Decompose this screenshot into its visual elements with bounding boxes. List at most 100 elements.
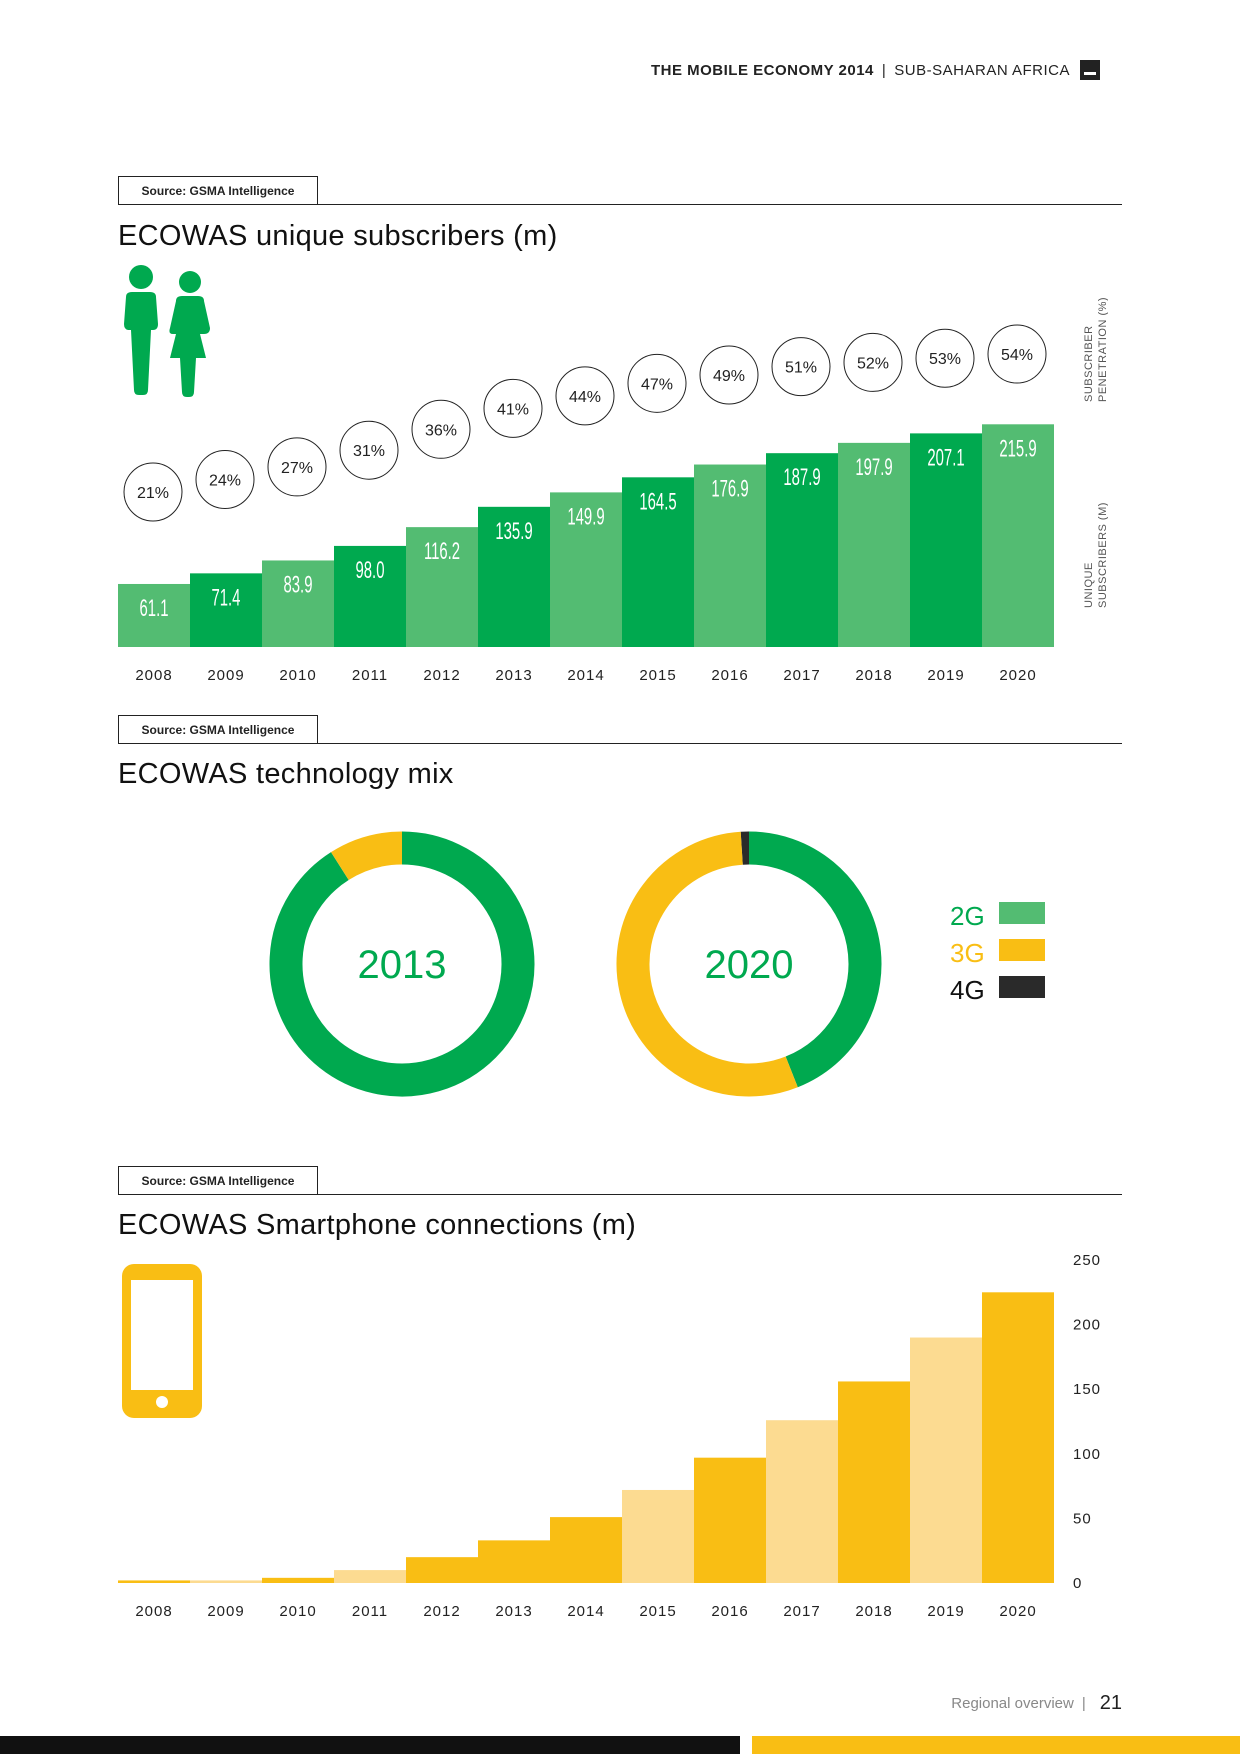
subscriber-bar-2010 [262, 560, 334, 647]
year-tick-label: 2016 [711, 667, 748, 684]
legend-swatch-2G [999, 902, 1045, 924]
year-tick-label: 2013 [495, 667, 532, 684]
gsma-logo-icon [1080, 60, 1100, 80]
y-tick-label: 50 [1073, 1510, 1092, 1527]
subscriber-bar-2018 [838, 442, 910, 647]
header-separator: | [881, 61, 887, 79]
year-tick-label: 2010 [279, 1603, 316, 1620]
subscriber-value-label: 176.9 [711, 476, 748, 502]
penetration-bubble-2008 [123, 462, 183, 522]
subscriber-value-label: 215.9 [999, 436, 1036, 462]
subscriber-value-label: 149.9 [567, 504, 604, 530]
source-label-3: Source: GSMA Intelligence [118, 1166, 318, 1194]
legend-label-2G: 2G [950, 901, 985, 931]
year-tick-label: 2017 [783, 1603, 820, 1620]
penetration-bubble-2011 [339, 420, 399, 480]
penetration-axis-label-line1: SUBSCRIBER [1083, 325, 1095, 402]
penetration-axis-label: SUBSCRIBER PENETRATION (%) [1058, 262, 1109, 412]
legend-label-4G: 4G [950, 975, 985, 1005]
smartphone-bar-2017 [766, 1420, 838, 1583]
subscriber-bar-2016 [694, 464, 766, 647]
penetration-bubble-2013 [483, 378, 543, 438]
year-tick-label: 2020 [999, 1603, 1036, 1620]
subscriber-value-label: 164.5 [639, 489, 676, 515]
penetration-value-label: 51% [785, 360, 817, 377]
penetration-value-label: 47% [641, 376, 673, 393]
penetration-value-label: 21% [137, 485, 169, 502]
penetration-bubble-2012 [411, 399, 471, 459]
smartphone-chart-title: ECOWAS Smartphone connections (m) [118, 1209, 637, 1241]
subscribers-axis-label-line2: SUBSCRIBERS (M) [1097, 502, 1108, 608]
smartphone-bar-2011 [334, 1570, 406, 1583]
penetration-bubble-2020 [987, 324, 1047, 384]
y-tick-label: 150 [1073, 1381, 1101, 1398]
year-tick-label: 2011 [352, 667, 388, 684]
year-tick-label: 2014 [567, 667, 604, 684]
penetration-value-label: 53% [929, 351, 961, 368]
section-rule-2 [118, 743, 1122, 744]
subscriber-bar-2009 [190, 573, 262, 647]
footer-bar-yellow [752, 1736, 1240, 1754]
subscriber-value-label: 135.9 [495, 518, 532, 544]
subscriber-value-label: 197.9 [855, 454, 892, 480]
year-tick-label: 2008 [135, 1603, 172, 1620]
donut-slice-2020-2G [748, 831, 882, 1088]
year-tick-label: 2016 [711, 1603, 748, 1620]
penetration-bubble-2017 [771, 337, 831, 397]
legend-label-3G: 3G [950, 938, 985, 968]
report-title: THE MOBILE ECONOMY 2014 [650, 61, 874, 79]
subscriber-bar-2020 [982, 424, 1054, 647]
year-tick-label: 2014 [567, 1603, 604, 1620]
subscriber-value-label: 71.4 [212, 585, 241, 611]
penetration-bubble-2015 [627, 353, 687, 413]
subscriber-value-label: 83.9 [284, 572, 313, 598]
penetration-bubble-2014 [555, 366, 615, 426]
source-label-1: Source: GSMA Intelligence [118, 176, 318, 204]
year-tick-label: 2008 [135, 667, 172, 684]
subscriber-bar-2017 [766, 453, 838, 647]
y-tick-label: 250 [1073, 1252, 1101, 1269]
smartphone-icon [122, 1264, 202, 1418]
year-tick-label: 2019 [927, 1603, 964, 1620]
penetration-value-label: 24% [209, 472, 241, 489]
penetration-bubble-2016 [699, 345, 759, 405]
subscriber-bar-2013 [478, 506, 550, 647]
smartphone-bar-2015 [622, 1489, 694, 1583]
source-label-2: Source: GSMA Intelligence [118, 715, 318, 743]
smartphone-bar-2020 [982, 1292, 1054, 1583]
smartphone-bar-2014 [550, 1517, 622, 1583]
year-tick-label: 2009 [207, 667, 244, 684]
subscriber-value-label: 98.0 [356, 557, 385, 583]
donut-slice-2020-3G [616, 831, 798, 1097]
page-number: 21 [1099, 1692, 1122, 1714]
subscribers-axis-label: UNIQUE SUBSCRIBERS (M) [1058, 460, 1109, 610]
donut-slice-2013-2G [269, 831, 535, 1097]
penetration-value-label: 49% [713, 368, 745, 385]
footer-bar-black [0, 1736, 740, 1754]
smartphone-bar-2008 [118, 1580, 190, 1583]
penetration-value-label: 31% [353, 443, 385, 460]
smartphone-bar-2012 [406, 1557, 478, 1583]
subscriber-bar-2015 [622, 477, 694, 647]
section-rule-1 [118, 204, 1122, 205]
donut-slice-2013-3G [331, 831, 403, 881]
penetration-bubble-2009 [195, 449, 255, 509]
year-tick-label: 2009 [207, 1603, 244, 1620]
penetration-value-label: 41% [497, 401, 529, 418]
footer-separator: | [1081, 1695, 1086, 1712]
year-tick-label: 2018 [855, 667, 892, 684]
smartphone-bar-2018 [838, 1381, 910, 1583]
subscribers-chart-title: ECOWAS unique subscribers (m) [118, 220, 558, 252]
smartphone-chart: 2008 2009 2010 2011 2012 2013 2014 2015 2016 2017… [118, 1252, 1101, 1620]
year-tick-label: 2017 [783, 667, 820, 684]
report-region: SUB-SAHARAN AFRICA [894, 61, 1070, 79]
legend-swatch-4G [999, 976, 1045, 998]
year-tick-label: 2012 [423, 1603, 460, 1620]
year-tick-label: 2020 [999, 667, 1036, 684]
page-header: THE MOBILE ECONOMY 2014 | SUB-SAHARAN AF… [651, 60, 1100, 80]
penetration-bubble-2018 [843, 332, 903, 392]
y-tick-label: 0 [1073, 1575, 1082, 1592]
subscriber-value-label: 207.1 [927, 445, 964, 471]
year-tick-label: 2015 [639, 1603, 676, 1620]
people-icon [124, 265, 210, 397]
